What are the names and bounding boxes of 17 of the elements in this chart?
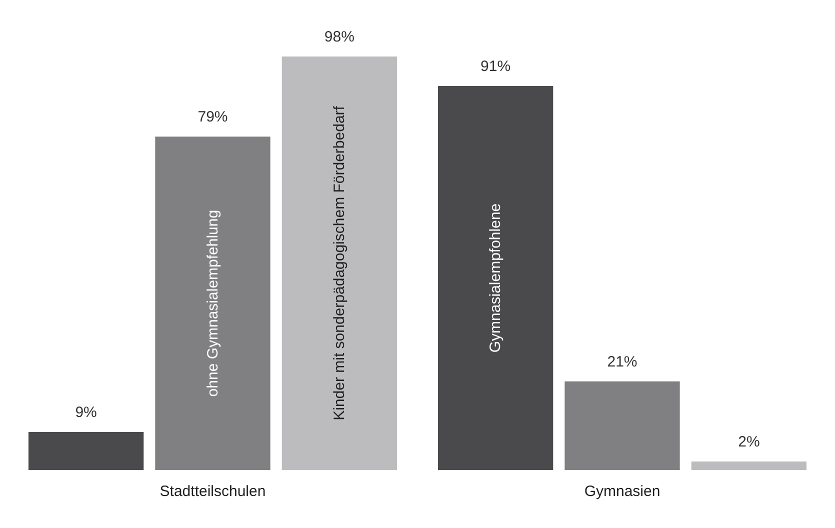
data-label: 79% — [198, 108, 228, 126]
bar — [28, 432, 144, 470]
bar — [438, 86, 554, 470]
x-tick-label: Gymnasien — [584, 483, 660, 500]
bar — [564, 381, 680, 470]
bar — [155, 136, 270, 470]
bar — [282, 56, 398, 470]
x-tick-label: Stadtteilschulen — [160, 483, 266, 500]
series-label: Kinder mit sonderpädagogischem Förderbedarf — [330, 105, 348, 420]
bar — [691, 462, 807, 470]
data-label: 2% — [738, 434, 760, 451]
data-label: 98% — [324, 28, 354, 46]
data-label: 9% — [75, 404, 97, 422]
series-label: Gymnasialempfohlene — [487, 203, 504, 353]
data-label: 91% — [480, 58, 511, 75]
series-label: ohne Gymnasialempfehlung — [204, 210, 222, 397]
data-label: 21% — [607, 353, 638, 370]
